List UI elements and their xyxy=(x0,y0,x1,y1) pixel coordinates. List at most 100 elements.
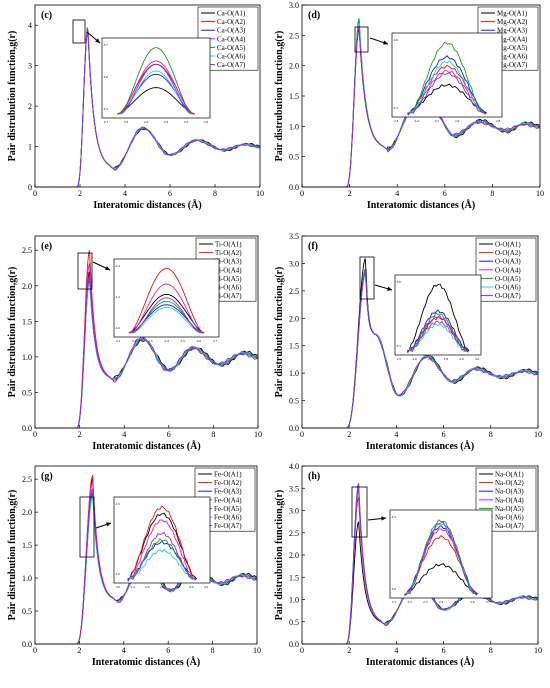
zoom-arrow-head xyxy=(383,40,388,45)
x-tick-label: 6 xyxy=(166,646,170,655)
y-tick-label: 1.5 xyxy=(289,92,299,101)
y-axis-title: Pair distrubution function,g(r) xyxy=(7,31,18,162)
x-tick-label: 4 xyxy=(395,189,399,198)
inset-y-tick-label: 3.5 xyxy=(104,107,109,111)
x-tick-label: 4 xyxy=(123,189,127,198)
plot-frame xyxy=(301,235,539,429)
inset-x-tick-label: 3.0 xyxy=(189,585,194,589)
x-tick-label: 0 xyxy=(33,646,37,655)
legend-label-4: Mg-O(A5) xyxy=(497,44,528,52)
inset-series-line-3 xyxy=(128,519,196,581)
legend-label-5: Ca-O(A6) xyxy=(217,53,246,61)
legend-label-0: Fe-O(A1) xyxy=(214,471,242,479)
inset-x-tick-label: 2.7 xyxy=(486,600,491,604)
inset-x-tick-label: 2.4 xyxy=(414,119,419,123)
legend-label-3: Mg-O(A4) xyxy=(497,35,528,43)
y-tick-label: 3.0 xyxy=(289,259,299,268)
x-tick-label: 6 xyxy=(167,430,171,439)
y-axis-title: Pair distrubution function,g(r) xyxy=(7,267,18,398)
x-tick-label: 10 xyxy=(254,430,262,439)
inset-x-tick-label: 3.2 xyxy=(204,585,209,589)
x-tick-label: 8 xyxy=(213,189,217,198)
x-tick-label: 0 xyxy=(300,646,304,655)
inset-series-line-1 xyxy=(127,505,197,582)
zoom-arrow-head xyxy=(106,522,111,527)
x-tick-label: 8 xyxy=(211,430,215,439)
inset-x-tick-label: 2.5 xyxy=(397,357,402,361)
legend-label-6: Ti-O(A7) xyxy=(215,292,242,300)
x-tick-label: 8 xyxy=(489,430,493,439)
x-tick-label: 4 xyxy=(394,646,398,655)
inset-plot: 2.1 2.2 2.3 2.4 2.5 2.6 2.7 3.0 3.5 xyxy=(389,509,493,604)
y-tick-label: 0.0 xyxy=(22,640,32,649)
inset-x-tick-label: 2.9 xyxy=(459,357,464,361)
y-tick-label: 4 xyxy=(28,21,32,30)
inset-x-tick-label: 2.5 xyxy=(454,600,459,604)
inset-x-tick-label: 2.2 xyxy=(124,120,129,124)
inset-y-tick-label: 2.2 xyxy=(116,295,121,299)
legend-label-4: O-O(A5) xyxy=(495,275,521,283)
y-tick-label: 1 xyxy=(28,143,32,152)
y-tick-label: 1.0 xyxy=(22,353,32,362)
y-axis-title: Pair distrubution function,g(r) xyxy=(274,490,285,621)
y-tick-label: 0.5 xyxy=(22,607,32,616)
legend-box xyxy=(475,237,537,302)
x-tick-label: 6 xyxy=(442,646,446,655)
y-tick-label: 2.5 xyxy=(22,475,32,484)
inset-series-line-6 xyxy=(120,63,192,115)
zoom-marker xyxy=(72,19,86,44)
inset-x-tick-label: 2.5 xyxy=(180,339,185,343)
x-tick-label: 2 xyxy=(347,646,351,655)
chart-panel-4: 0 2 4 6 8 10 0.0 0.5 1.0 1.5 2.0 2.5 Interatomic dis… xyxy=(7,465,261,668)
x-tick-label: 6 xyxy=(443,189,447,198)
y-tick-label: 1.5 xyxy=(22,541,32,550)
plot-frame xyxy=(34,465,258,645)
x-tick-label: 10 xyxy=(534,430,542,439)
legend-label-1: Ti-O(A2) xyxy=(215,249,242,257)
x-tick-label: 10 xyxy=(253,646,261,655)
inset-x-tick-label: 2.6 xyxy=(197,339,202,343)
x-tick-label: 6 xyxy=(442,430,446,439)
legend-label-2: O-O(A3) xyxy=(495,258,521,266)
inset-x-tick-label: 2.1 xyxy=(392,600,397,604)
inset-x-tick-label: 2.6 xyxy=(412,357,417,361)
inset-plot: 2.3 2.4 2.5 2.6 2.7 2.8 2.5 2.6 xyxy=(391,32,503,123)
legend-label-4: Na-O(A5) xyxy=(495,505,524,513)
inset-series-line-4 xyxy=(408,312,467,353)
y-tick-label: 1.5 xyxy=(289,573,299,582)
y-tick-label: 0.5 xyxy=(289,618,299,627)
inset-series-line-1 xyxy=(129,267,204,334)
inset-plot: 2.1 2.2 2.3 2.4 2.5 2.6 2.7 2.0 2.2 2.4 xyxy=(113,258,220,343)
y-tick-label: 3.5 xyxy=(289,232,299,241)
y-tick-label: 0.0 xyxy=(289,424,299,433)
legend-label-6: Ca-O(A7) xyxy=(217,61,246,69)
inset-series-line-0 xyxy=(128,293,205,334)
inset-y-tick-label: 2.0 xyxy=(116,572,121,576)
x-tick-label: 0 xyxy=(300,189,304,198)
inset-x-tick-label: 2.7 xyxy=(428,357,433,361)
inset-x-tick-label: 2.1 xyxy=(116,339,121,343)
zoom-arrow-head xyxy=(95,38,100,43)
legend-label-6: Na-O(A7) xyxy=(495,522,524,530)
x-tick-label: 0 xyxy=(33,189,37,198)
chart-panel-5: 0 2 4 6 8 10 0.0 0.5 1.0 1.5 2.0 2.5 3.0 3.5 4.0 Intera… xyxy=(274,462,542,668)
inset-series-line-4 xyxy=(119,47,193,115)
inset-y-tick-label: 3.7 xyxy=(104,43,109,47)
inset-series-line-3 xyxy=(118,60,194,115)
legend-label-3: Ca-O(A4) xyxy=(217,35,246,43)
legend-label-5: O-O(A6) xyxy=(495,284,521,292)
zoom-marker xyxy=(359,256,375,300)
inset-series-line-6 xyxy=(132,297,201,334)
legend-label-5: Na-O(A6) xyxy=(495,514,524,522)
inset-plot: 2.1 2.2 2.3 2.4 2.5 2.6 3.5 3.6 3.7 xyxy=(101,37,211,124)
x-tick-label: 2 xyxy=(78,189,82,198)
inset-x-tick-label: 2.5 xyxy=(184,120,189,124)
legend-label-2: Ca-O(A3) xyxy=(217,27,246,35)
inset-series-line-5 xyxy=(131,306,202,334)
inset-series-line-0 xyxy=(407,83,487,114)
y-tick-label: 1.5 xyxy=(22,317,32,326)
inset-series-line-5 xyxy=(129,548,194,581)
y-tick-label: 1.0 xyxy=(289,122,299,131)
zoom-arrow-head xyxy=(387,286,392,291)
